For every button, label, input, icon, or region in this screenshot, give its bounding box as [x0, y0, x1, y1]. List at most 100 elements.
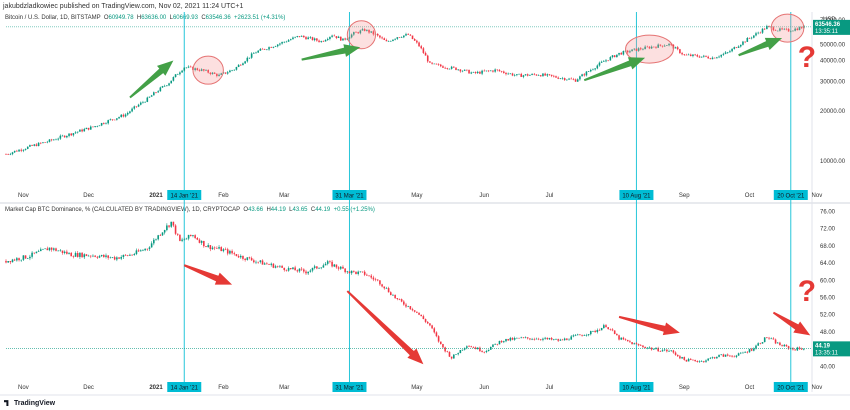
dom-low: 43.65	[292, 207, 308, 213]
dom-candle	[18, 258, 20, 261]
dom-candle	[35, 251, 38, 254]
btc-candle	[324, 40, 327, 42]
dom-legend: Market Cap BTC Dominance, % (CALCULATED …	[5, 207, 375, 213]
btc-candle	[185, 67, 188, 69]
dom-candle	[755, 345, 757, 349]
btc-candle	[116, 118, 118, 120]
dom-symbol: Market Cap BTC Dominance, % (CALCULATED …	[5, 207, 241, 213]
dom-candle	[426, 321, 429, 324]
dom-candle	[7, 261, 9, 263]
dom-candle	[600, 328, 603, 331]
dom-candle	[74, 253, 77, 257]
btc-candle	[44, 142, 46, 143]
btc-candle	[394, 38, 396, 40]
dom-candle	[800, 348, 803, 350]
btc-candle	[357, 32, 359, 34]
btc-countdown: 13:35:11	[815, 29, 839, 35]
dom-candle	[361, 271, 364, 273]
btc-time-badge-1: 31 Mar '21	[332, 190, 367, 200]
btc-candle	[631, 49, 633, 52]
dom-candle	[353, 270, 355, 272]
btc-candle	[461, 70, 464, 72]
btc-candle	[622, 51, 625, 55]
dom-candle	[276, 266, 279, 267]
btc-last-price-label: 63546.36	[815, 22, 841, 28]
btc-l-label: L	[169, 15, 173, 21]
dom-candle	[163, 230, 166, 233]
dom-candle	[231, 250, 233, 254]
dom-candle	[289, 268, 292, 270]
dom-candle	[731, 355, 733, 357]
dom-candle	[605, 325, 607, 328]
btc-candle	[387, 41, 390, 42]
btc-candle	[500, 71, 503, 72]
dom-candle	[676, 354, 679, 357]
btc-candle	[650, 46, 653, 49]
btc-candle	[5, 154, 7, 155]
btc-candle	[583, 74, 586, 76]
dom-candle	[648, 347, 651, 349]
btc-candle	[48, 139, 51, 142]
dom-time-badge-label-2: 10 Aug '21	[622, 386, 651, 392]
btc-candle	[129, 111, 131, 113]
dom-candle	[248, 257, 251, 259]
btc-low: 60669.93	[172, 15, 198, 21]
btc-candle	[396, 37, 399, 39]
btc-candle	[326, 38, 329, 41]
dom-candle	[629, 341, 631, 343]
btc-candle	[713, 57, 716, 59]
dom-candle	[313, 266, 316, 268]
btc-candle	[792, 30, 794, 32]
btc-time-label-4: Mar	[279, 193, 289, 199]
dom-candle	[42, 249, 44, 250]
btc-candle	[681, 53, 683, 55]
btc-candle	[407, 34, 409, 35]
btc-candle	[553, 75, 555, 77]
btc-candle	[294, 36, 296, 38]
dom-candle	[624, 339, 627, 340]
btc-candle	[137, 104, 140, 107]
dom-candle	[172, 221, 175, 226]
dom-candle	[305, 271, 307, 274]
btc-time-badge-2: 10 Aug '21	[619, 190, 654, 200]
btc-candle	[305, 37, 307, 40]
btc-candle	[761, 28, 764, 33]
dom-candle	[266, 263, 268, 265]
btc-candle	[96, 126, 99, 127]
btc-candle	[337, 36, 340, 39]
btc-candle	[670, 43, 673, 45]
btc-highlight-ellipse-2	[625, 34, 674, 64]
btc-candle	[368, 29, 370, 33]
btc-candle	[272, 46, 275, 48]
dom-candle	[461, 349, 464, 351]
dom-candle	[376, 279, 379, 281]
btc-candle	[644, 46, 646, 50]
btc-candle	[311, 37, 314, 41]
btc-candle	[448, 68, 451, 70]
dom-candle	[674, 352, 677, 355]
dom-candle	[72, 256, 75, 257]
dom-candle	[83, 254, 86, 258]
btc-candle	[355, 32, 357, 33]
dom-candle	[283, 267, 286, 271]
dom-candle	[650, 347, 653, 350]
btc-candle	[339, 36, 342, 41]
btc-candle	[737, 46, 740, 48]
dom-candle	[444, 347, 446, 352]
btc-candle	[537, 75, 540, 76]
dom-candle	[109, 257, 112, 259]
btc-candle	[120, 114, 123, 118]
btc-candle	[679, 49, 681, 54]
dom-candle	[607, 327, 609, 329]
btc-arrow-up-2	[583, 57, 646, 82]
dom-candle	[439, 341, 442, 345]
dom-candle	[355, 271, 357, 274]
dom-candle	[337, 267, 340, 269]
btc-candle	[742, 41, 744, 45]
dom-candle	[368, 275, 370, 277]
btc-candle	[22, 149, 25, 151]
btc-candle	[589, 69, 592, 72]
btc-candle	[16, 150, 18, 152]
dom-candle	[446, 351, 449, 352]
dom-candle	[520, 337, 523, 339]
